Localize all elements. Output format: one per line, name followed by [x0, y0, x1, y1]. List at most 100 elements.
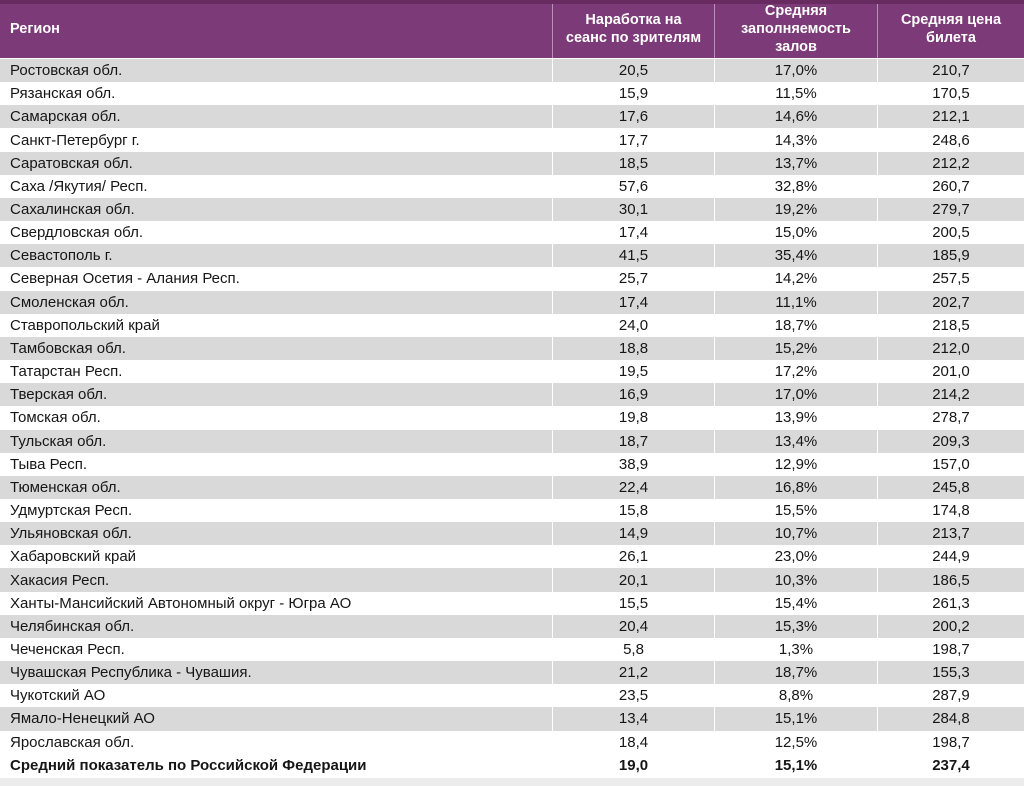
table-row: Тюменская обл. 22,4 16,8% 245,8	[0, 475, 1024, 499]
cell-region: Томская обл.	[10, 409, 101, 427]
cell-ticket-price: 212,2	[877, 151, 1024, 175]
cell-ticket-price: 174,8	[877, 498, 1024, 523]
summary-row: Средний показатель по Российской Федерац…	[0, 753, 1024, 777]
cell-ticket-price: 212,0	[877, 336, 1024, 361]
table-row: Ростовская обл. 20,5 17,0% 210,7	[0, 59, 1024, 83]
cell-region: Тюменская обл.	[10, 478, 121, 496]
table-row: Тыва Респ. 38,9 12,9% 157,0	[0, 452, 1024, 476]
table-row: Чукотский АО 23,5 8,8% 287,9	[0, 684, 1024, 708]
cell-region: Чеченская Респ.	[10, 640, 125, 658]
cell-region: Средний показатель по Российской Федерац…	[10, 756, 367, 774]
cell-sessions-per-viewer: 17,4	[552, 221, 714, 245]
bottom-strip	[0, 776, 1024, 786]
cell-sessions-per-viewer: 20,1	[552, 568, 714, 592]
cell-hall-occupancy: 17,2%	[714, 360, 877, 384]
cell-region: Хакасия Респ.	[10, 571, 110, 589]
cell-hall-occupancy: 35,4%	[714, 244, 877, 268]
cell-ticket-price: 218,5	[877, 313, 1024, 337]
cell-ticket-price: 157,0	[877, 452, 1024, 476]
cell-sessions-per-viewer: 19,0	[552, 753, 714, 777]
cell-ticket-price: 198,7	[877, 730, 1024, 754]
table-row: Ярославская обл. 18,4 12,5% 198,7	[0, 730, 1024, 754]
cell-region: Ставропольский край	[10, 316, 160, 334]
cell-hall-occupancy: 12,5%	[714, 730, 877, 754]
table-header-row: Регион Наработка на сеанс по зрителям Ср…	[0, 0, 1024, 59]
table-row: Смоленская обл. 17,4 11,1% 202,7	[0, 290, 1024, 314]
cell-sessions-per-viewer: 17,7	[552, 128, 714, 152]
cell-ticket-price: 185,9	[877, 244, 1024, 268]
table-row: Ямало-Ненецкий АО 13,4 15,1% 284,8	[0, 707, 1024, 731]
cell-sessions-per-viewer: 18,8	[552, 336, 714, 361]
table-row: Сахалинская обл. 30,1 19,2% 279,7	[0, 197, 1024, 222]
cell-hall-occupancy: 15,1%	[714, 707, 877, 731]
cell-hall-occupancy: 15,2%	[714, 336, 877, 361]
cell-sessions-per-viewer: 30,1	[552, 197, 714, 222]
table-row: Рязанская обл. 15,9 11,5% 170,5	[0, 82, 1024, 106]
cell-sessions-per-viewer: 26,1	[552, 545, 714, 569]
cell-sessions-per-viewer: 16,9	[552, 383, 714, 407]
cell-sessions-per-viewer: 15,9	[552, 82, 714, 106]
cell-ticket-price: 284,8	[877, 707, 1024, 731]
cell-sessions-per-viewer: 20,5	[552, 59, 714, 83]
cell-ticket-price: 213,7	[877, 522, 1024, 546]
cell-region: Ханты-Мансийский Автономный округ - Югра…	[10, 594, 352, 612]
cell-region: Тыва Респ.	[10, 455, 88, 473]
cell-region: Чукотский АО	[10, 687, 106, 705]
cell-sessions-per-viewer: 5,8	[552, 637, 714, 662]
table-row: Тамбовская обл. 18,8 15,2% 212,0	[0, 336, 1024, 361]
cell-region: Татарстан Респ.	[10, 363, 123, 381]
cell-hall-occupancy: 15,0%	[714, 221, 877, 245]
cell-ticket-price: 257,5	[877, 267, 1024, 291]
table-row: Ханты-Мансийский Автономный округ - Югра…	[0, 591, 1024, 615]
cell-sessions-per-viewer: 23,5	[552, 684, 714, 708]
cell-hall-occupancy: 1,3%	[714, 637, 877, 662]
cell-ticket-price: 245,8	[877, 475, 1024, 499]
cell-ticket-price: 155,3	[877, 661, 1024, 685]
cell-ticket-price: 201,0	[877, 360, 1024, 384]
cell-ticket-price: 287,9	[877, 684, 1024, 708]
cell-region: Сахалинская обл.	[10, 201, 135, 219]
cell-sessions-per-viewer: 17,4	[552, 290, 714, 314]
cell-sessions-per-viewer: 41,5	[552, 244, 714, 268]
cell-sessions-per-viewer: 17,6	[552, 105, 714, 129]
table-row: Свердловская обл. 17,4 15,0% 200,5	[0, 221, 1024, 245]
cell-hall-occupancy: 8,8%	[714, 684, 877, 708]
cell-region: Ямало-Ненецкий АО	[10, 710, 155, 728]
table-row: Хакасия Респ. 20,1 10,3% 186,5	[0, 568, 1024, 592]
cell-hall-occupancy: 13,9%	[714, 406, 877, 430]
cell-hall-occupancy: 11,5%	[714, 82, 877, 106]
table-body: Ростовская обл. 20,5 17,0% 210,7 Рязанск…	[0, 59, 1024, 777]
table-row: Саха /Якутия/ Респ. 57,6 32,8% 260,7	[0, 174, 1024, 198]
cell-ticket-price: 237,4	[877, 753, 1024, 777]
cell-hall-occupancy: 18,7%	[714, 661, 877, 685]
cell-sessions-per-viewer: 13,4	[552, 707, 714, 731]
cell-hall-occupancy: 14,3%	[714, 128, 877, 152]
header-cell-region: Регион	[10, 21, 60, 38]
cell-sessions-per-viewer: 18,5	[552, 151, 714, 175]
cell-hall-occupancy: 23,0%	[714, 545, 877, 569]
header-cell-hall-occupancy: Средняя заполняемость залов	[714, 0, 877, 58]
table-row: Северная Осетия - Алания Респ. 25,7 14,2…	[0, 267, 1024, 291]
cell-sessions-per-viewer: 22,4	[552, 475, 714, 499]
cell-sessions-per-viewer: 24,0	[552, 313, 714, 337]
cell-region: Санкт-Петербург г.	[10, 131, 140, 149]
cell-region: Тамбовская обл.	[10, 339, 126, 357]
cell-region: Свердловская обл.	[10, 224, 143, 242]
cell-ticket-price: 170,5	[877, 82, 1024, 106]
cell-sessions-per-viewer: 38,9	[552, 452, 714, 476]
cell-hall-occupancy: 15,1%	[714, 753, 877, 777]
cell-region: Тверская обл.	[10, 386, 108, 404]
table-row: Самарская обл. 17,6 14,6% 212,1	[0, 105, 1024, 129]
cell-ticket-price: 278,7	[877, 406, 1024, 430]
cell-sessions-per-viewer: 20,4	[552, 614, 714, 638]
table-row: Тульская обл. 18,7 13,4% 209,3	[0, 429, 1024, 453]
cell-ticket-price: 212,1	[877, 105, 1024, 129]
cell-sessions-per-viewer: 15,8	[552, 498, 714, 523]
cell-region: Ярославская обл.	[10, 733, 135, 751]
header-cell-sessions-per-viewer: Наработка на сеанс по зрителям	[552, 0, 714, 58]
cell-hall-occupancy: 10,7%	[714, 522, 877, 546]
cell-hall-occupancy: 18,7%	[714, 313, 877, 337]
cell-sessions-per-viewer: 19,5	[552, 360, 714, 384]
